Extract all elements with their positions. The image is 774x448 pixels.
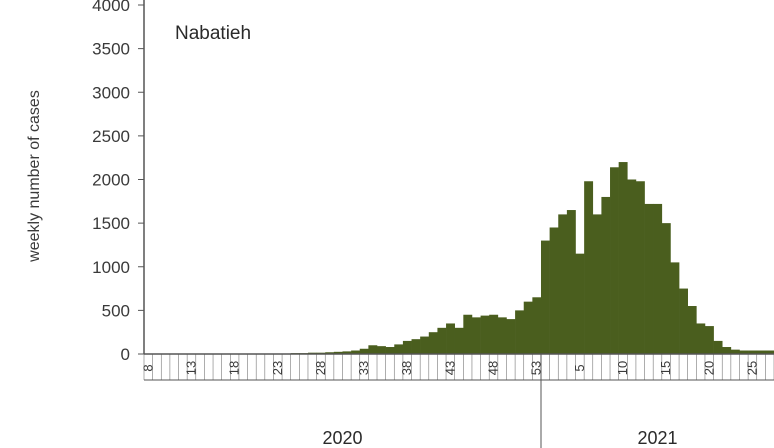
- bar: [670, 262, 680, 354]
- x-tick-label: 8: [140, 364, 155, 371]
- bar: [471, 317, 481, 354]
- bar: [463, 314, 473, 354]
- x-tick-label: 53: [529, 361, 544, 375]
- year-labels: 2020 2021: [322, 354, 678, 448]
- bar: [584, 181, 594, 354]
- x-tick-label: 48: [486, 361, 501, 375]
- bar: [661, 223, 671, 355]
- bar: [549, 227, 559, 354]
- bar: [402, 340, 412, 354]
- x-tick-label: 18: [227, 361, 242, 375]
- bar: [566, 210, 576, 354]
- y-tick-label: 2500: [92, 127, 130, 146]
- x-tick-label: 20: [701, 361, 716, 375]
- x-tick-label: 25: [744, 361, 759, 375]
- y-tick-label: 1500: [92, 214, 130, 233]
- bar: [523, 301, 533, 354]
- bar: [575, 253, 585, 354]
- bar: [635, 181, 645, 354]
- bar: [394, 344, 404, 354]
- bar: [428, 332, 438, 354]
- bar: [644, 203, 654, 354]
- bar: [333, 351, 343, 354]
- x-axis-ticks: 8 13 18 23 28 33 38 43 48 53 5 10 15 20 25: [140, 354, 774, 380]
- bar: [653, 203, 663, 354]
- x-tick-label: 33: [356, 361, 371, 375]
- bar: [610, 167, 619, 354]
- bar: [368, 345, 378, 354]
- bar: [765, 350, 774, 354]
- y-tick-label: 4000: [92, 0, 130, 15]
- bar: [506, 319, 516, 354]
- bar: [679, 288, 688, 354]
- bar: [739, 350, 749, 354]
- bars: [144, 162, 774, 355]
- bar: [385, 347, 395, 354]
- bar: [411, 339, 421, 354]
- bar: [515, 310, 525, 355]
- bar: [446, 323, 455, 354]
- bar: [618, 162, 628, 354]
- x-tick-label: 10: [615, 361, 630, 375]
- bar: [342, 351, 352, 354]
- bar: [627, 179, 637, 354]
- bar: [480, 315, 490, 354]
- x-tick-label: 5: [572, 364, 587, 371]
- bar: [351, 350, 361, 354]
- year-label: 2021: [637, 428, 677, 448]
- y-tick-label: 3500: [92, 40, 130, 59]
- bar: [730, 349, 740, 354]
- bar: [713, 340, 723, 354]
- y-axis-label: weekly number of cases: [26, 90, 43, 263]
- bar: [601, 196, 611, 354]
- bar: [359, 348, 369, 354]
- bar: [558, 214, 568, 354]
- x-tick-label: 13: [183, 361, 198, 375]
- x-tick-label: 38: [399, 361, 414, 375]
- bar: [454, 327, 464, 354]
- y-axis-ticks: 0 500 1000 1500 2000 2500 3000 3500 4000: [92, 0, 144, 364]
- bar: [437, 327, 447, 354]
- bar: [722, 347, 732, 354]
- bar: [704, 326, 714, 354]
- bar: [420, 336, 430, 354]
- y-tick-label: 1000: [92, 258, 130, 277]
- bar: [497, 317, 507, 354]
- x-tick-label: 15: [658, 361, 673, 375]
- bar: [325, 352, 335, 354]
- bar: [377, 346, 386, 354]
- bar: [532, 297, 542, 354]
- x-tick-label: 23: [270, 361, 285, 375]
- bar: [756, 350, 766, 354]
- bar: [592, 214, 602, 354]
- y-tick-label: 3000: [92, 83, 130, 102]
- bar: [489, 314, 499, 354]
- x-tick-label: 43: [442, 361, 457, 375]
- year-label: 2020: [322, 428, 362, 448]
- y-tick-label: 0: [121, 345, 130, 364]
- y-tick-label: 2000: [92, 171, 130, 190]
- bar: [748, 350, 758, 354]
- bar: [540, 240, 550, 354]
- y-tick-label: 500: [102, 301, 130, 320]
- chart-title: Nabatieh: [175, 23, 251, 44]
- x-tick-label: 28: [313, 361, 328, 375]
- bar: [696, 323, 706, 354]
- bar: [687, 306, 697, 354]
